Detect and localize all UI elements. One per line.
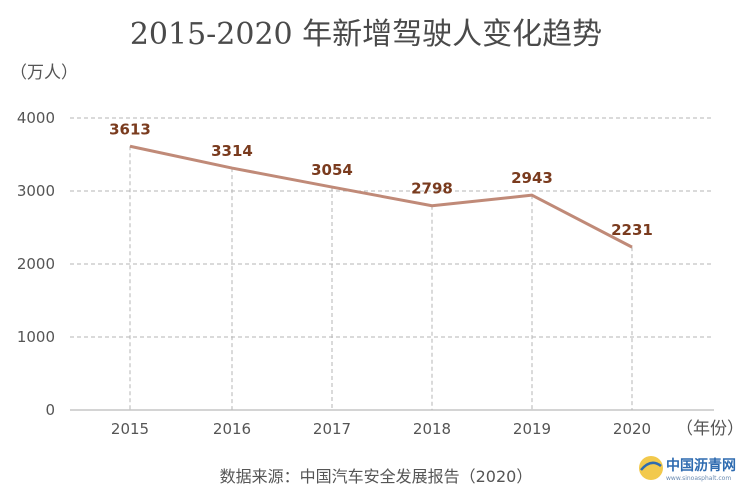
x-tick-label-2018: 2018: [413, 420, 451, 438]
y-tick-label-3000: 3000: [17, 182, 55, 200]
watermark-name: 中国沥青网: [666, 457, 736, 474]
data-label-2020: 2231: [611, 221, 653, 239]
series-line: [129, 144, 633, 249]
data-label-2019: 2943: [511, 169, 553, 187]
x-tick-label-2020: 2020: [613, 420, 651, 438]
y-axis-ticks: 0 1000 2000 3000 4000: [17, 109, 55, 419]
y-tick-label-0: 0: [45, 401, 55, 419]
x-tick-label-2016: 2016: [213, 420, 251, 438]
y-tick-label-2000: 2000: [17, 255, 55, 273]
data-label-2017: 3054: [311, 161, 353, 179]
data-label-2016: 3314: [211, 142, 253, 160]
x-axis-ticks: 2015 2016 2017 2018 2019 2020: [111, 420, 651, 438]
data-labels: 3613 3314 3054 2798 2943 2231: [109, 120, 653, 239]
data-label-2018: 2798: [411, 180, 453, 198]
source-note: 数据来源：中国汽车安全发展报告（2020）: [220, 467, 533, 486]
x-tick-label-2017: 2017: [313, 420, 351, 438]
data-label-2015: 3613: [109, 120, 151, 138]
y-axis-unit: （万人）: [10, 63, 78, 83]
series-line-group: [129, 144, 633, 249]
watermark-logo: 中国沥青网 www.sinoasphalt.com: [639, 456, 736, 482]
logo-emblem-icon: [639, 456, 663, 480]
x-tick-label-2019: 2019: [513, 420, 551, 438]
x-axis-unit: （年份）: [676, 419, 744, 439]
chart-title: 2015-2020 年新增驾驶人变化趋势: [130, 17, 602, 52]
y-tick-label-4000: 4000: [17, 109, 55, 127]
x-tick-label-2015: 2015: [111, 420, 149, 438]
watermark-url: www.sinoasphalt.com: [666, 475, 731, 482]
y-tick-label-1000: 1000: [17, 328, 55, 346]
grid-lines: [70, 117, 714, 411]
